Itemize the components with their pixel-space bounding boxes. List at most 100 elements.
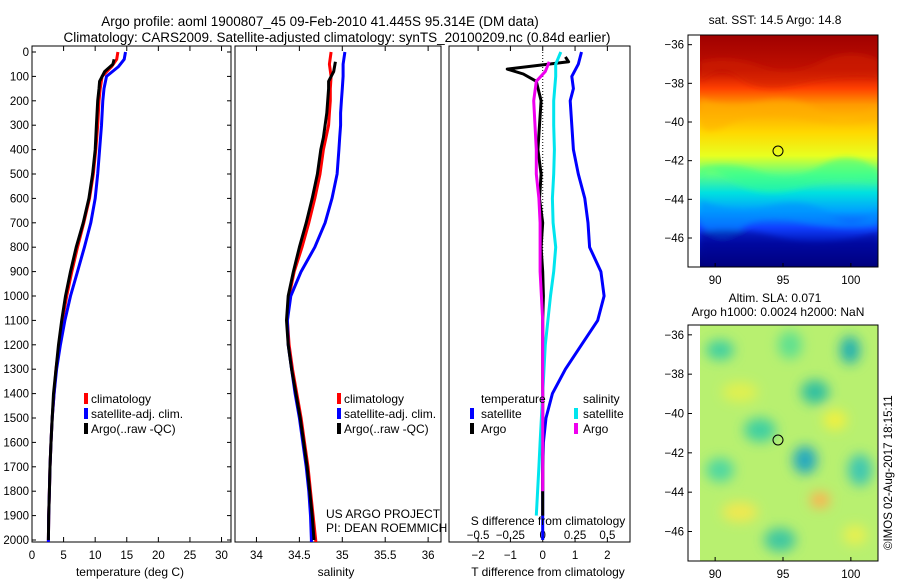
x-tick-label: 0 [29,550,35,562]
sst-map-panel: sat. SST: 14.5 Argo: 14.8 90 95 100 −36 −38 −… [664,13,879,287]
legend-label-argo: Argo(..raw -QC) [91,422,176,436]
sst-texture [700,53,878,267]
depth-tick-label: 1200 [3,340,29,352]
x-tick-label: 34 [250,550,263,562]
map-y-tick-label: −42 [664,448,684,460]
sst-heatmap [700,35,878,267]
x-tick-label: −2 [472,550,485,562]
map-x-tick-label: 100 [841,275,860,287]
depth-tick-label: 1300 [3,364,29,376]
difference-series [505,51,606,540]
legend-label-climatology: climatology [344,392,404,406]
difference-legend: temperature salinity satellite Argo sate… [470,392,624,436]
map-y-tick-label: −40 [664,409,684,421]
temperature-x-axis: 0 5 10 15 20 25 30 [29,46,228,562]
depth-tick-label: 1900 [3,511,29,523]
sla-map-title: Altim. SLA: 0.071 [729,291,822,305]
sla-map-panel: Altim. SLA: 0.071 Argo h1000: 0.0024 h20… [664,291,879,580]
temperature-series [46,51,127,542]
x-tick-label: 34.5 [288,550,310,562]
salinity-axes-box [234,45,442,543]
series-line-salinity-argo [532,61,551,492]
sla-map-axes: 90 95 100 −36 −38 −40 −42 −44 −46 [664,330,860,580]
sla-map-subtitle: Argo h1000: 0.0024 h2000: NaN [692,305,865,319]
legend-label-sal-satellite: satellite [583,407,624,421]
header-title: Argo profile: aoml 1900807_45 09-Feb-201… [101,14,539,29]
x-tick-label: −1 [504,550,517,562]
depth-tick-label: 500 [10,169,29,181]
legend-swatch-sal-argo [574,423,578,434]
depth-tick-label: 1800 [3,486,29,498]
s-diff-tick-label: −0.25 [496,530,525,542]
map-y-tick-label: −36 [664,330,684,342]
depth-tick-label: 900 [10,267,29,279]
temperature-panel: 0100200300400500600700800900100011001200… [3,45,630,579]
map-x-tick-label: 100 [841,569,860,580]
legend-swatch-climatology [84,393,88,404]
map-y-tick-label: −46 [664,527,684,539]
x-tick-label: 2 [604,550,610,562]
depth-tick-label: 400 [10,145,29,157]
legend-label-satellite: satellite-adj. clim. [91,407,183,421]
legend-swatch-argo [337,423,341,434]
salinity-legend: climatology satellite-adj. clim. Argo(..… [337,392,436,436]
map-y-tick-label: −44 [664,194,684,206]
sst-argo-marker [772,145,784,157]
x-tick-label: 1 [572,550,578,562]
legend-swatch-climatology [337,393,341,404]
temperature-axes-box [31,45,232,543]
x-tick-label: 35 [336,550,349,562]
salinity-series [285,51,347,542]
sla-heatmap [700,325,878,561]
legend-swatch-sal-satellite [574,408,578,419]
legend-swatch-temp-argo [470,423,474,434]
project-label: US ARGO PROJECT [326,507,441,521]
depth-tick-label: 300 [10,120,29,132]
difference-top-xlabel: S difference from climatology [471,514,626,528]
x-tick-label: 10 [89,550,102,562]
x-tick-label: 30 [215,550,228,562]
sla-texture [706,331,872,552]
legend-swatch-satellite [84,408,88,419]
legend-label-sal-argo: Argo [583,422,609,436]
temperature-legend: climatology satellite-adj. clim. Argo(..… [84,392,183,436]
depth-tick-label: 1600 [3,437,29,449]
x-tick-label: 15 [120,550,133,562]
difference-xlabel: T difference from climatology [471,565,625,579]
temperature-xlabel: temperature (deg C) [76,565,184,579]
legend-label-argo: Argo(..raw -QC) [344,422,429,436]
map-y-tick-label: −40 [664,117,684,129]
legend-swatch-satellite [337,408,341,419]
salinity-x-axis: 34 34.5 35 35.5 36 [250,46,435,562]
legend-title-salinity: salinity [583,392,620,406]
x-tick-label: 36 [422,550,435,562]
x-tick-label: 20 [152,550,165,562]
depth-tick-label: 700 [10,218,29,230]
legend-title-temperature: temperature [481,392,546,406]
s-diff-tick-label: −0.5 [467,530,490,542]
sst-map-title: sat. SST: 14.5 Argo: 14.8 [709,13,842,27]
salinity-panel: 34 34.5 35 35.5 36 salinity climatology sate… [234,45,447,579]
legend-label-satellite: satellite-adj. clim. [344,407,436,421]
map-y-tick-label: −38 [664,369,684,381]
s-diff-tick-label: 0.5 [599,530,615,542]
legend-swatch-argo [84,423,88,434]
map-x-tick-label: 95 [777,569,790,580]
sst-map-axes: 90 95 100 −36 −38 −40 −42 −44 −46 [664,40,860,287]
credit-label: ©IMOS 02-Aug-2017 18:15:11 [883,395,895,550]
salinity-xlabel: salinity [318,565,355,579]
x-tick-label: 25 [184,550,197,562]
series-line-salinity-satellite [534,51,563,516]
series-line-argo-raw-qc- [285,61,337,541]
depth-tick-label: 800 [10,242,29,254]
map-y-tick-label: −46 [664,233,684,245]
depth-tick-label: 100 [10,71,29,83]
legend-label-temp-argo: Argo [481,422,507,436]
sla-base-field [700,325,878,561]
depth-tick-label: 1700 [3,462,29,474]
map-y-tick-label: −38 [664,78,684,90]
depth-tick-label: 200 [10,96,29,108]
